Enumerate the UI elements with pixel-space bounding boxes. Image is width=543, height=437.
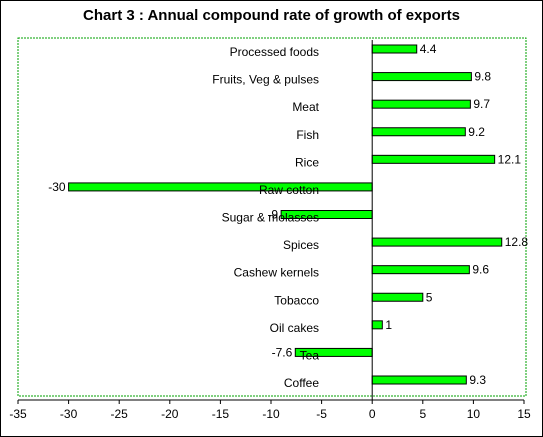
category-label: Processed foods — [230, 45, 319, 59]
category-label: Coffee — [284, 376, 319, 390]
value-label: 12.8 — [505, 235, 529, 249]
value-label: -9 — [267, 208, 278, 222]
category-label: Meat — [292, 100, 319, 114]
value-label: 9.7 — [473, 97, 490, 111]
x-tick-label: -20 — [161, 407, 179, 421]
x-tick-label: 5 — [419, 407, 426, 421]
category-label: Tobacco — [274, 293, 319, 307]
value-label: 9.2 — [468, 125, 485, 139]
value-label: 9.6 — [472, 263, 489, 277]
x-tick-label: 0 — [369, 407, 376, 421]
value-label: 12.1 — [498, 152, 522, 166]
category-label: Sugar & molasses — [222, 211, 319, 225]
x-tick-label: -30 — [60, 407, 78, 421]
x-tick-label: 10 — [467, 407, 481, 421]
category-label: Fish — [296, 128, 319, 142]
category-label: Rice — [295, 155, 319, 169]
bar — [371, 375, 467, 385]
bars-group: Processed foods 4.4 Fruits, Veg & pulses 9.… — [48, 42, 528, 390]
category-label: Raw cotton — [259, 183, 319, 197]
bar — [371, 44, 418, 54]
x-axis: -35 -30 -25 -20 -15 -10 -5 0 5 10 15 — [9, 40, 531, 421]
category-label: Cashew kernels — [234, 266, 319, 280]
x-tick-label: -15 — [212, 407, 230, 421]
value-label: 1 — [385, 318, 392, 332]
bar — [371, 237, 503, 247]
value-label: -30 — [48, 180, 66, 194]
category-label: Fruits, Veg & pulses — [212, 73, 319, 87]
x-tick-label: -35 — [9, 407, 27, 421]
category-label: Tea — [300, 348, 320, 362]
category-label: Oil cakes — [270, 321, 319, 335]
bar — [371, 127, 466, 137]
bar — [371, 99, 471, 109]
x-tick-label: -25 — [111, 407, 129, 421]
plot-area — [17, 37, 527, 397]
bar — [371, 72, 472, 82]
x-tick-label: -5 — [316, 407, 327, 421]
x-tick-label: -10 — [262, 407, 280, 421]
bar — [371, 265, 470, 275]
value-label: 9.8 — [474, 70, 491, 84]
chart-title: Chart 3 : Annual compound rate of growth… — [83, 7, 460, 24]
x-tick-label: 15 — [517, 407, 531, 421]
value-label: 4.4 — [420, 42, 437, 56]
category-label: Spices — [283, 238, 319, 252]
value-label: -7.6 — [272, 345, 293, 359]
value-label: 9.3 — [469, 373, 486, 387]
bar — [371, 320, 383, 330]
value-label: 5 — [426, 290, 433, 304]
bar — [371, 154, 496, 164]
bar — [68, 182, 373, 192]
bar — [371, 292, 424, 302]
